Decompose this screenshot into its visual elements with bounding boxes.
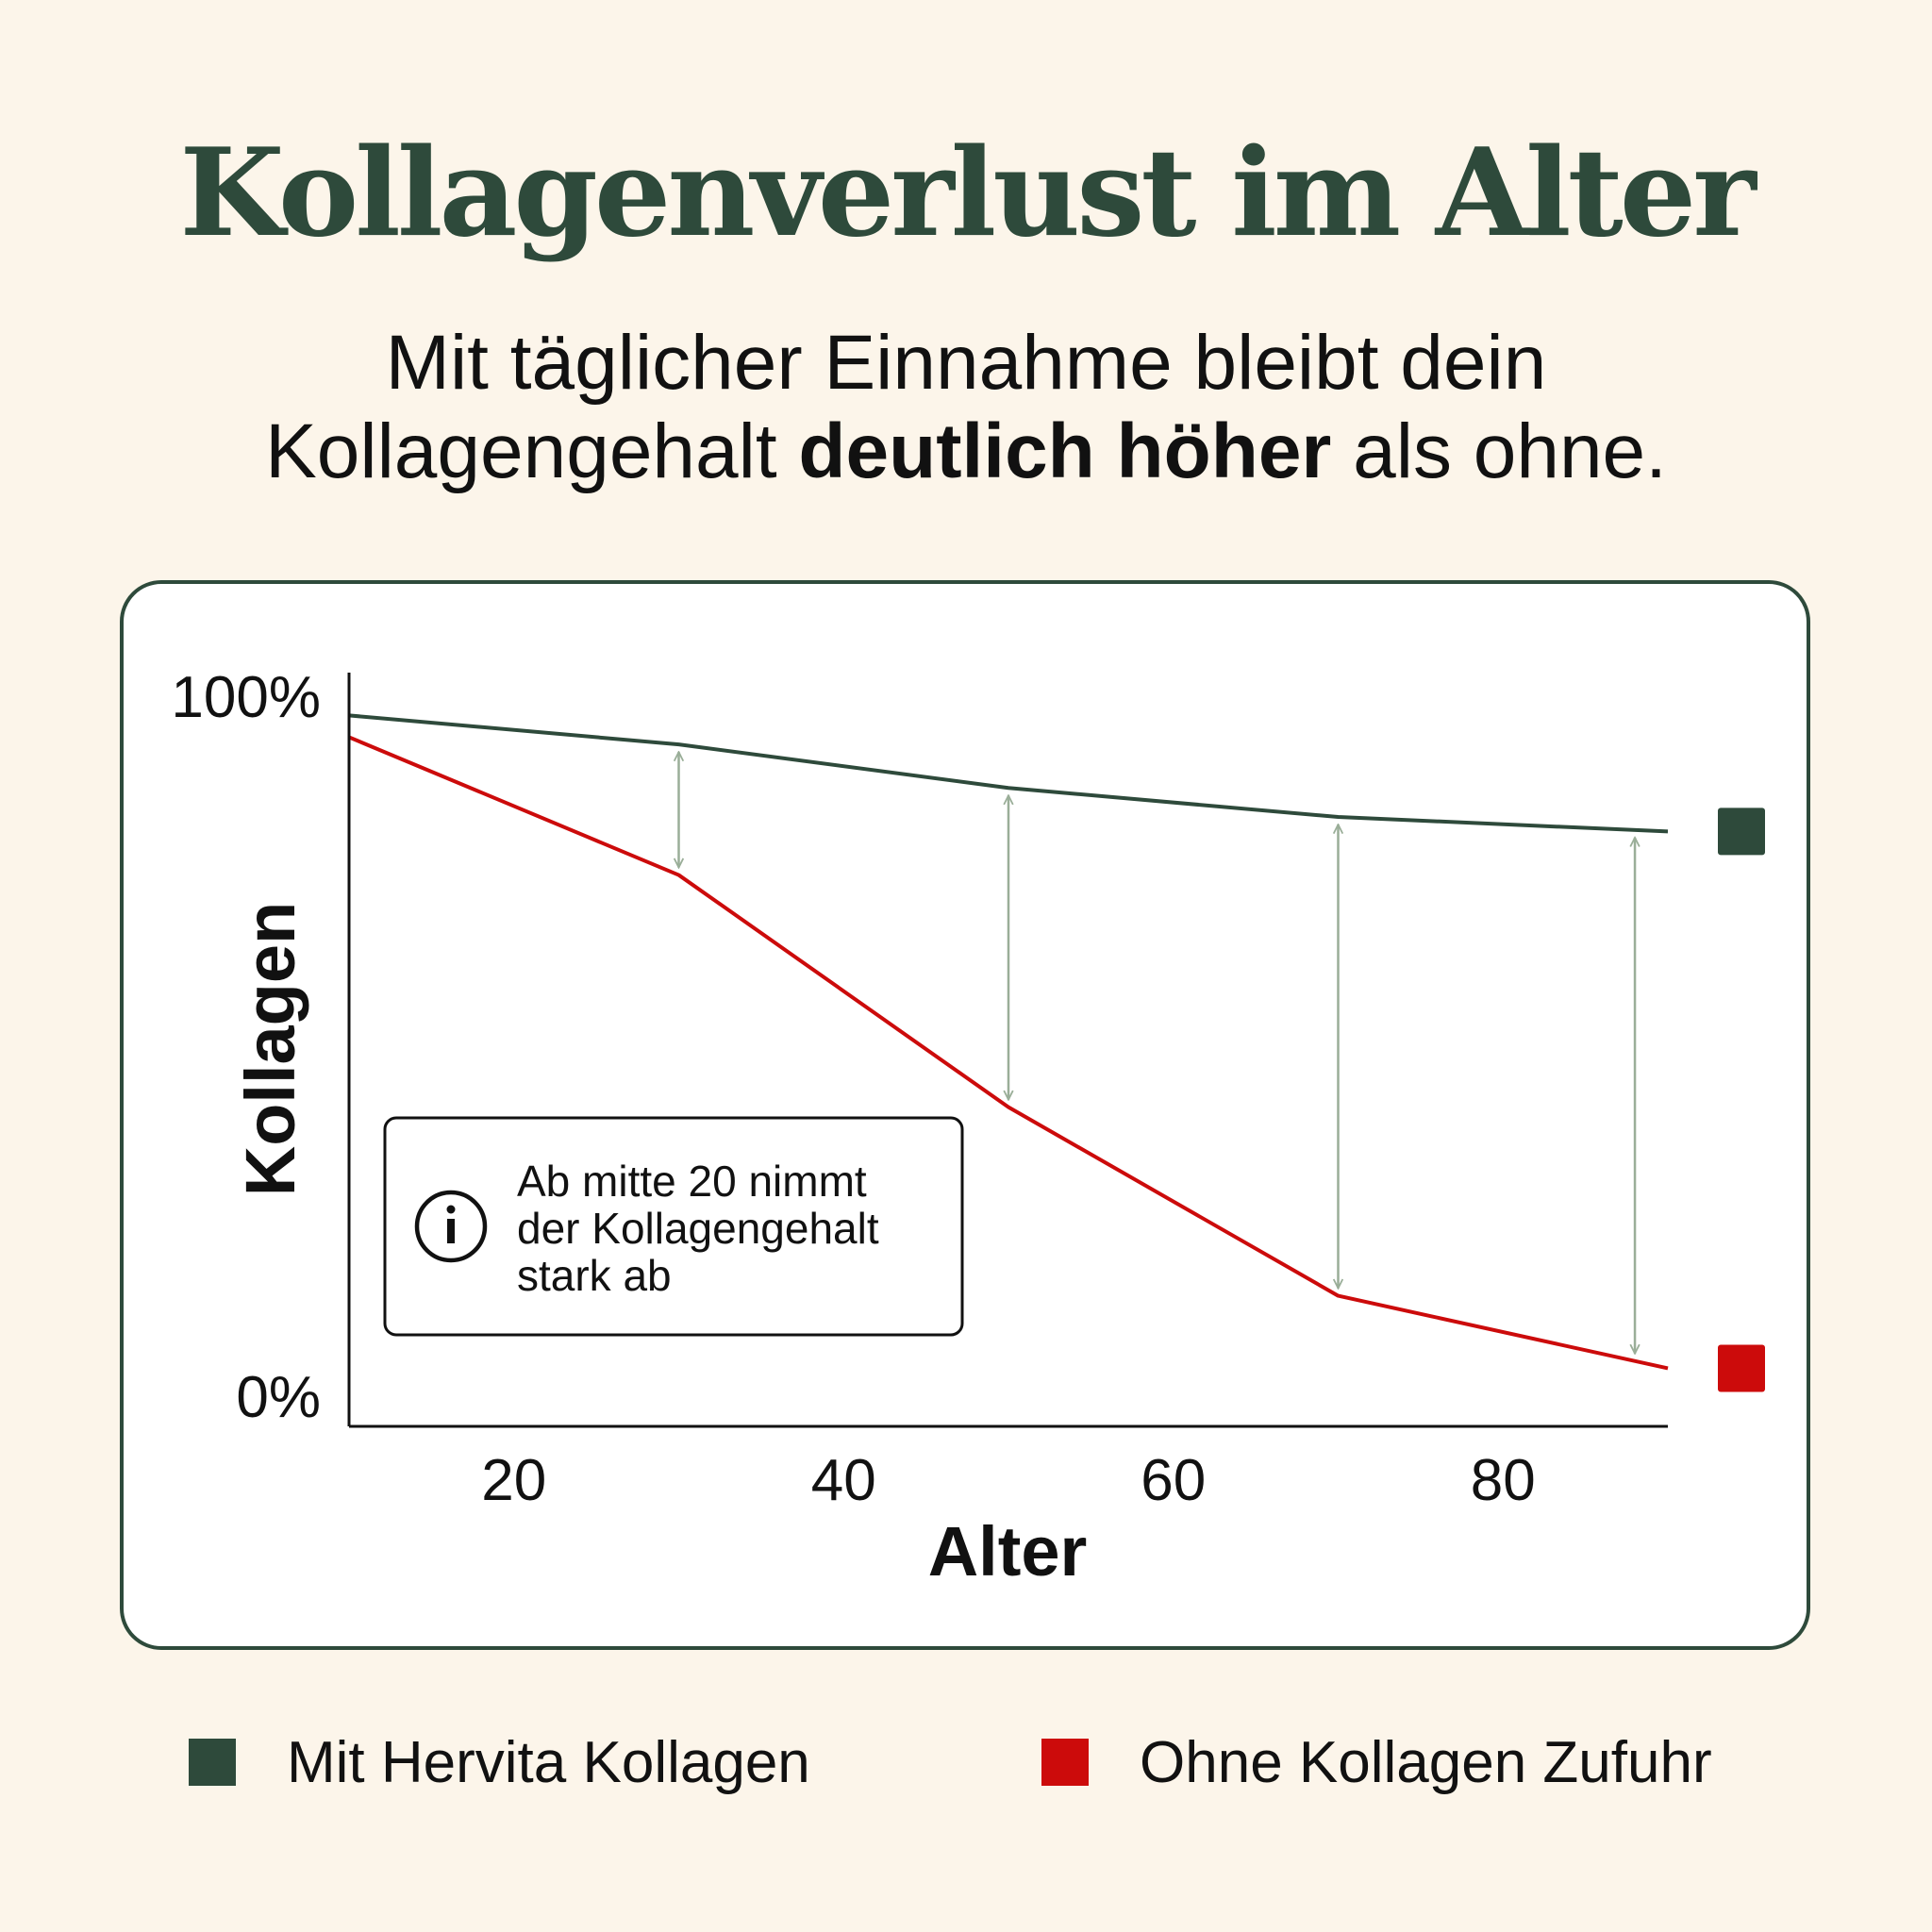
annotation-line-3: stark ab (517, 1251, 672, 1300)
y-tick-label-bottom: 0% (236, 1365, 321, 1430)
annotation-line-2: der Kollagengehalt (517, 1204, 879, 1253)
subtitle-text-post: als ohne. (1331, 408, 1667, 494)
x-tick-label: 60 (1141, 1448, 1206, 1513)
subtitle-text-pre: Kollagengehalt (265, 408, 799, 494)
legend-swatch-green (189, 1739, 236, 1786)
subtitle-line-2: Kollagengehalt deutlich höher als ohne. (0, 408, 1932, 496)
series-line-with (348, 713, 1669, 834)
chart-axes (347, 673, 1668, 1428)
page-title: Kollagenverlust im Alter (179, 123, 1756, 264)
subtitle-line-1: Mit täglicher Einnahme bleibt dein (385, 320, 1547, 406)
annotation-frame (383, 1116, 964, 1337)
subtitle: Mit täglicher Einnahme bleibt dein Kolla… (0, 319, 1932, 496)
x-axis-label: Alter (928, 1512, 1088, 1591)
x-tick-label: 80 (1471, 1448, 1536, 1513)
subtitle-emphasis: deutlich höher (798, 408, 1332, 494)
end-marker-without (1718, 1344, 1765, 1392)
gap-arrows (679, 752, 1636, 1354)
info-icon (414, 1190, 488, 1263)
end-marker-with (1718, 808, 1765, 856)
x-tick-label: 40 (811, 1448, 876, 1513)
legend-swatch-red (1041, 1739, 1089, 1786)
series-lines (348, 713, 1669, 1371)
end-markers (1718, 808, 1765, 1392)
annotation-line-1: Ab mitte 20 nimmt (517, 1157, 867, 1206)
legend-label-with: Mit Hervita Kollagen (287, 1729, 810, 1795)
x-tick-label: 20 (481, 1448, 546, 1513)
y-axis-label: Kollagen (231, 902, 309, 1196)
y-tick-label-top: 100% (171, 665, 321, 730)
series-line-without (348, 735, 1669, 1371)
tick-labels: 20 40 60 80 100% 0% (171, 665, 1535, 1513)
annotation-box: Ab mitte 20 nimmt der Kollagengehalt sta… (383, 1116, 964, 1337)
legend-item-with: Mit Hervita Kollagen (189, 1724, 810, 1800)
legend-label-without: Ohne Kollagen Zufuhr (1140, 1729, 1712, 1795)
legend-item-without: Ohne Kollagen Zufuhr (1041, 1724, 1712, 1800)
